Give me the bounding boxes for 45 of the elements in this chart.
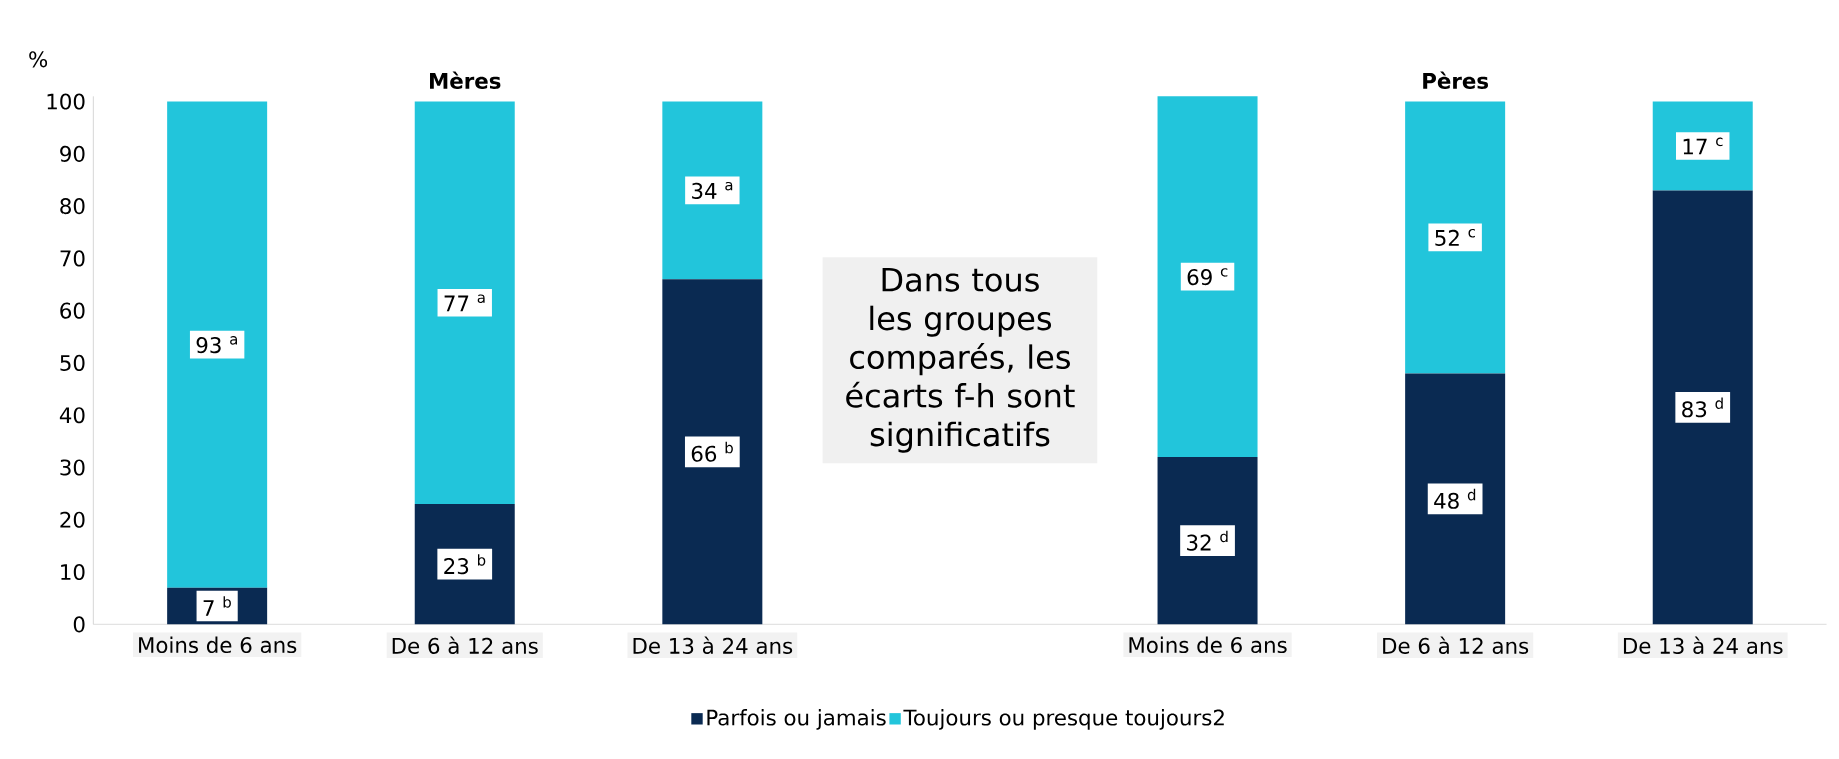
data-label: 77 $^{a}$ — [444, 294, 485, 312]
x-tick-label: De 13 à 24 ans — [1623, 636, 1783, 654]
y-tick-label: 10 — [61, 563, 85, 581]
x-tick-label: De 6 à 12 ans — [392, 636, 538, 654]
y-tick-label: 30 — [60, 459, 85, 476]
x-tick-label: De 6 à 12 ans — [1383, 636, 1529, 654]
bar — [414, 101, 515, 505]
text: Mères — [430, 71, 501, 89]
data-label: 93 $^{a}$ — [196, 336, 237, 354]
bar — [1405, 101, 1506, 374]
bar — [1157, 457, 1258, 625]
x-tick-label: De 13 à 24 ans — [633, 636, 793, 654]
data-label: 7 $^{b}$ — [203, 596, 231, 616]
text: Pères — [1423, 71, 1489, 89]
bar — [1405, 373, 1506, 625]
data-label: 66 $^{b}$ — [691, 441, 733, 462]
bar — [662, 101, 763, 280]
data-label: 23 $^{b}$ — [444, 554, 486, 575]
bar — [662, 279, 763, 625]
y-tick-label: 100 — [47, 93, 85, 110]
y-tick-label: 50 — [60, 354, 85, 371]
legend-label: Toujours ou presque toujours2 — [903, 709, 1224, 730]
data-label: 52 $^{c}$ — [1435, 228, 1475, 246]
y-tick-label: 20 — [60, 511, 85, 528]
y-tick-label: 90 — [60, 145, 85, 162]
bar — [167, 101, 268, 588]
data-label: 17 $^{c}$ — [1683, 137, 1723, 155]
data-label: 48 $^{d}$ — [1434, 488, 1476, 509]
y-tick-label: 60 — [60, 302, 85, 319]
y-tick-label: 40 — [59, 407, 85, 424]
data-label: 32 $^{d}$ — [1187, 530, 1228, 551]
bar — [1157, 96, 1258, 458]
data-label: 34 $^{a}$ — [692, 181, 733, 199]
bar — [1652, 190, 1753, 625]
data-label: 69 $^{c}$ — [1187, 268, 1228, 286]
bar — [414, 504, 515, 625]
x-tick-label: Moins de 6 ans — [1129, 636, 1287, 654]
legend-label: Parfois ou jamais — [707, 709, 886, 730]
annotation: Dans tous les groupes comparés, les écarts f-h sont significatifs — [846, 268, 1075, 453]
y-axis-title: % — [29, 51, 48, 68]
x-tick-label: Moins de 6 ans — [139, 636, 297, 654]
y-tick-label: 80 — [60, 198, 85, 215]
y-tick-label: 0 — [73, 616, 85, 633]
y-tick-label: 70 — [60, 250, 85, 267]
data-label: 83 $^{d}$ — [1682, 397, 1723, 418]
